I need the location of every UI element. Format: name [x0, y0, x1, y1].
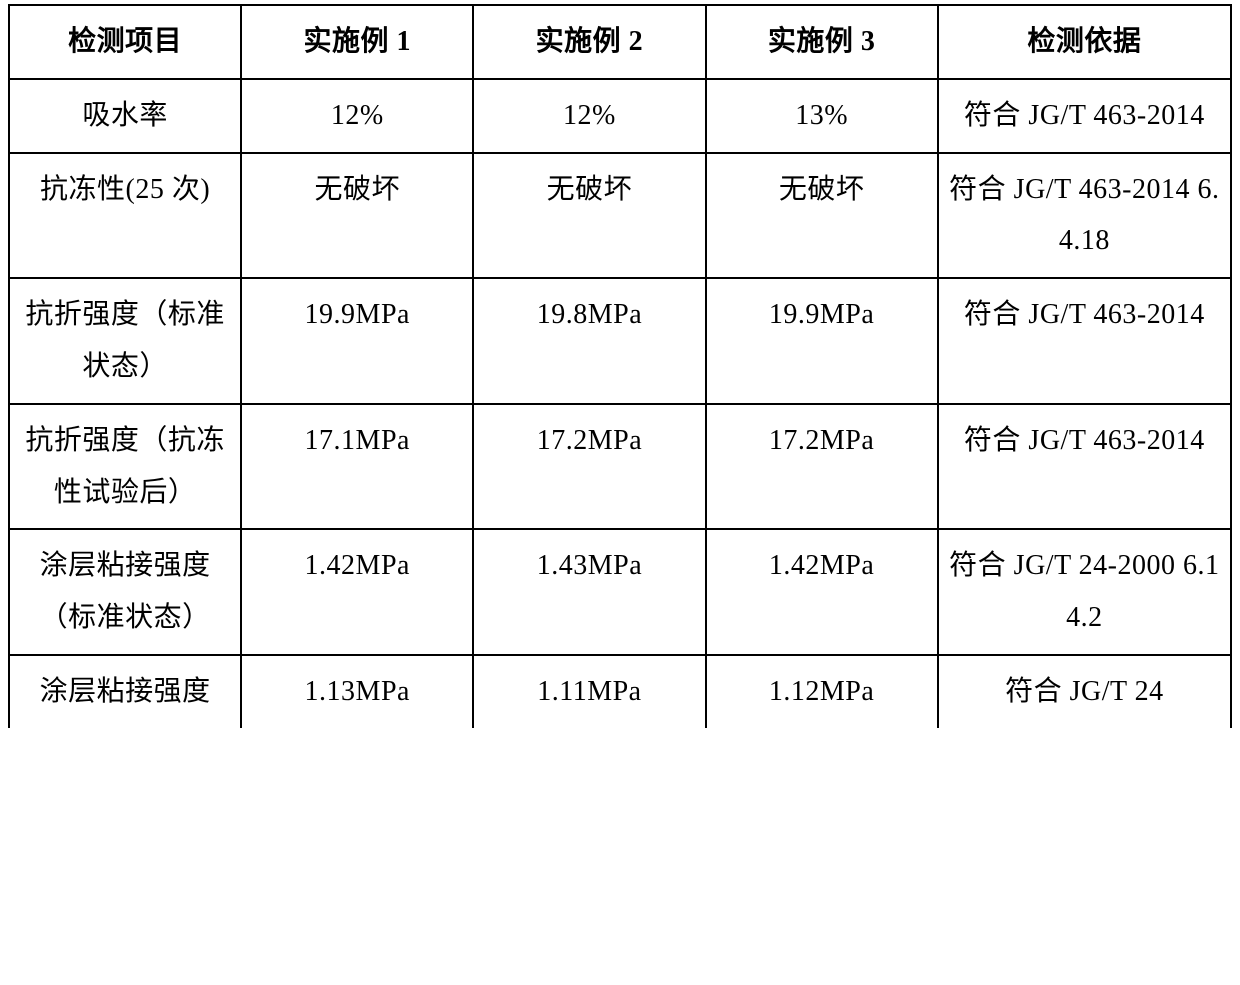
- cell-ex2: 12%: [473, 79, 705, 153]
- table-row: 涂层粘接强度 1.13MPa 1.11MPa 1.12MPa 符合 JG/T 2…: [9, 655, 1231, 728]
- col-header-ex3: 实施例 3: [706, 5, 938, 79]
- table-row: 涂层粘接强度（标准状态） 1.42MPa 1.43MPa 1.42MPa 符合 …: [9, 529, 1231, 655]
- cell-ex3: 19.9MPa: [706, 278, 938, 404]
- page: 检测项目 实施例 1 实施例 2 实施例 3 检测依据 吸水率 12% 12% …: [0, 0, 1240, 728]
- cell-ex1: 19.9MPa: [241, 278, 473, 404]
- cell-basis: 符合 JG/T 24: [938, 655, 1231, 728]
- table-row: 吸水率 12% 12% 13% 符合 JG/T 463-2014: [9, 79, 1231, 153]
- cell-item: 抗冻性(25 次): [9, 153, 241, 279]
- cell-ex2: 1.11MPa: [473, 655, 705, 728]
- cell-basis: 符合 JG/T 463-2014: [938, 278, 1231, 404]
- cell-ex3: 1.42MPa: [706, 529, 938, 655]
- table-header-row: 检测项目 实施例 1 实施例 2 实施例 3 检测依据: [9, 5, 1231, 79]
- cell-ex1: 无破坏: [241, 153, 473, 279]
- cell-ex2: 无破坏: [473, 153, 705, 279]
- cell-ex2: 19.8MPa: [473, 278, 705, 404]
- cell-ex3: 1.12MPa: [706, 655, 938, 728]
- cell-ex3: 17.2MPa: [706, 404, 938, 530]
- cell-basis: 符合 JG/T 463-2014 6.4.18: [938, 153, 1231, 279]
- cell-ex2: 1.43MPa: [473, 529, 705, 655]
- col-header-ex2: 实施例 2: [473, 5, 705, 79]
- table-row: 抗折强度（标准状态） 19.9MPa 19.8MPa 19.9MPa 符合 JG…: [9, 278, 1231, 404]
- cell-basis: 符合 JG/T 463-2014: [938, 79, 1231, 153]
- cell-item: 抗折强度（标准状态）: [9, 278, 241, 404]
- col-header-item: 检测项目: [9, 5, 241, 79]
- cell-item: 吸水率: [9, 79, 241, 153]
- col-header-ex1: 实施例 1: [241, 5, 473, 79]
- cell-ex1: 1.42MPa: [241, 529, 473, 655]
- cell-ex1: 17.1MPa: [241, 404, 473, 530]
- cell-ex1: 1.13MPa: [241, 655, 473, 728]
- col-header-basis: 检测依据: [938, 5, 1231, 79]
- cell-item: 抗折强度（抗冻性试验后）: [9, 404, 241, 530]
- table-row: 抗冻性(25 次) 无破坏 无破坏 无破坏 符合 JG/T 463-2014 6…: [9, 153, 1231, 279]
- cell-ex3: 无破坏: [706, 153, 938, 279]
- cell-ex3: 13%: [706, 79, 938, 153]
- cell-ex2: 17.2MPa: [473, 404, 705, 530]
- cell-item: 涂层粘接强度: [9, 655, 241, 728]
- cell-item: 涂层粘接强度（标准状态）: [9, 529, 241, 655]
- cell-basis: 符合 JG/T 24-2000 6.14.2: [938, 529, 1231, 655]
- cell-ex1: 12%: [241, 79, 473, 153]
- cell-basis: 符合 JG/T 463-2014: [938, 404, 1231, 530]
- table-row: 抗折强度（抗冻性试验后） 17.1MPa 17.2MPa 17.2MPa 符合 …: [9, 404, 1231, 530]
- results-table: 检测项目 实施例 1 实施例 2 实施例 3 检测依据 吸水率 12% 12% …: [8, 4, 1232, 728]
